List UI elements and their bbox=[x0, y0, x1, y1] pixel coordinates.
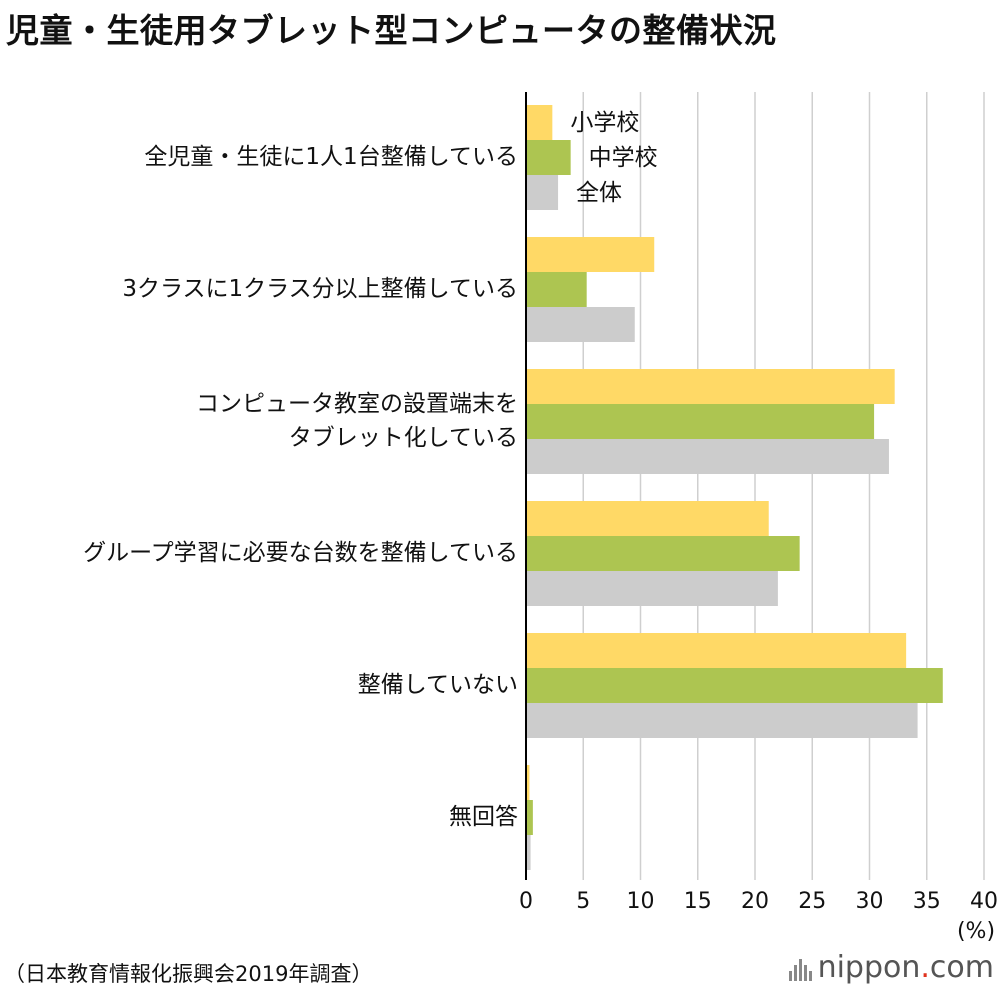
bar-0-全体 bbox=[526, 175, 559, 210]
category-label-0: 全児童・生徒に1人1台整備している bbox=[144, 144, 518, 170]
bar-4-全体 bbox=[526, 703, 918, 738]
source-note: （日本教育情報化振興会2019年調査） bbox=[4, 962, 373, 986]
bar-2-中学校 bbox=[526, 404, 875, 439]
bar-0-小学校 bbox=[526, 105, 553, 140]
category-label-3: グループ学習に必要な台数を整備している bbox=[83, 540, 518, 566]
x-tick-label-0: 0 bbox=[519, 889, 533, 914]
x-tick-label-5: 5 bbox=[576, 889, 590, 914]
brand-tld: com bbox=[929, 950, 994, 985]
nippon-logo-icon bbox=[788, 955, 812, 981]
category-label-2-line-0: コンピュータ教室の設置端末を bbox=[196, 391, 518, 417]
category-label-2-line-1: タブレット化している bbox=[289, 425, 518, 451]
x-tick-label-20: 20 bbox=[741, 889, 769, 914]
bar-1-全体 bbox=[526, 307, 635, 342]
bar-5-全体 bbox=[526, 835, 531, 870]
bar-5-中学校 bbox=[526, 800, 533, 835]
x-tick-label-40: 40 bbox=[970, 889, 998, 914]
category-label-5: 無回答 bbox=[449, 804, 518, 830]
x-tick-label-25: 25 bbox=[798, 889, 826, 914]
legend-label-全体: 全体 bbox=[576, 180, 622, 206]
chart-title: 児童・生徒用タブレット型コンピュータの整備状況 bbox=[6, 11, 777, 50]
legend-label-小学校: 小学校 bbox=[570, 110, 639, 136]
bar-2-小学校 bbox=[526, 369, 895, 404]
x-tick-label-10: 10 bbox=[627, 889, 655, 914]
brand-dot: . bbox=[920, 950, 930, 985]
bar-4-中学校 bbox=[526, 668, 943, 703]
legend-label-中学校: 中学校 bbox=[589, 145, 658, 171]
bar-4-小学校 bbox=[526, 633, 907, 668]
category-label-4: 整備していない bbox=[358, 672, 518, 698]
brand-name: nippon bbox=[817, 950, 921, 985]
bar-2-全体 bbox=[526, 439, 889, 474]
x-axis-unit: (%) bbox=[957, 919, 995, 944]
bar-5-小学校 bbox=[526, 765, 530, 800]
x-tick-label-35: 35 bbox=[913, 889, 941, 914]
x-tick-label-30: 30 bbox=[856, 889, 884, 914]
category-label-1: 3クラスに1クラス分以上整備している bbox=[122, 276, 518, 302]
bar-3-中学校 bbox=[526, 536, 800, 571]
brand-logo: nippon. com bbox=[788, 950, 994, 985]
bar-1-中学校 bbox=[526, 272, 587, 307]
bar-0-中学校 bbox=[526, 140, 571, 175]
bar-1-小学校 bbox=[526, 237, 655, 272]
bar-3-全体 bbox=[526, 571, 778, 606]
x-tick-label-15: 15 bbox=[684, 889, 712, 914]
bar-3-小学校 bbox=[526, 501, 769, 536]
